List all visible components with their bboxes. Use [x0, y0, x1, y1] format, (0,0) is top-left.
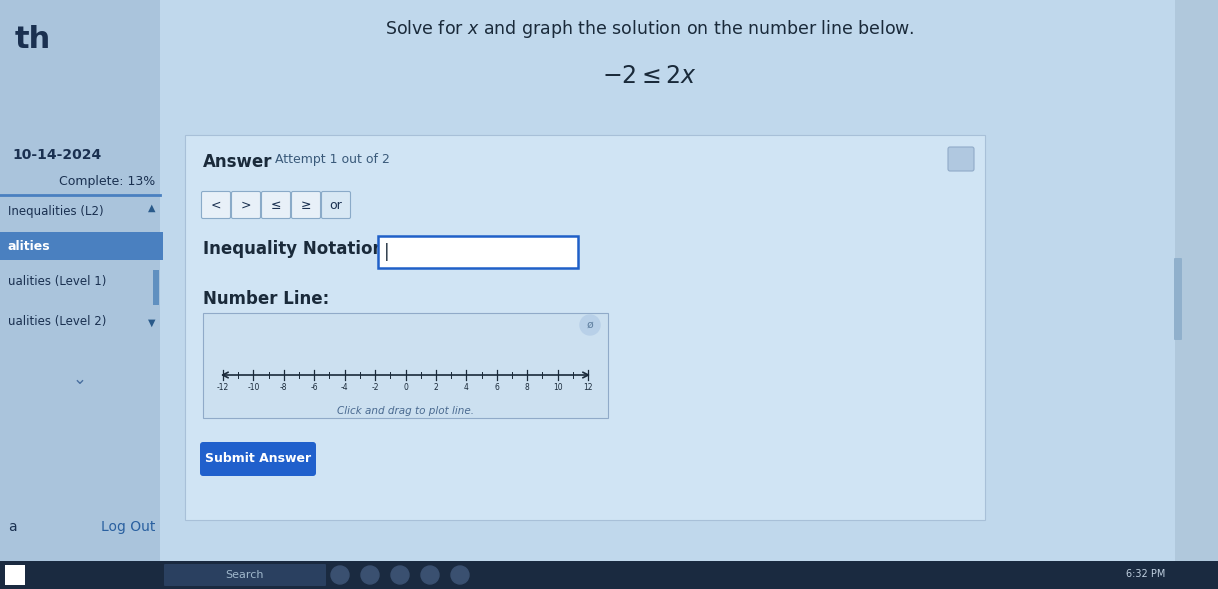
- Text: Solve for $x$ and graph the solution on the number line below.: Solve for $x$ and graph the solution on …: [385, 18, 915, 40]
- Text: Answer: Answer: [203, 153, 273, 171]
- Text: or: or: [330, 198, 342, 211]
- Text: ø: ø: [587, 320, 593, 330]
- Text: ⌄: ⌄: [73, 370, 86, 388]
- Text: 10-14-2024: 10-14-2024: [12, 148, 101, 162]
- Text: -2: -2: [371, 383, 379, 392]
- Text: 12: 12: [583, 383, 593, 392]
- Text: Log Out: Log Out: [101, 520, 155, 534]
- Text: Click and drag to plot line.: Click and drag to plot line.: [337, 406, 474, 416]
- Text: 10: 10: [553, 383, 563, 392]
- Text: 6:32 PM: 6:32 PM: [1125, 569, 1164, 579]
- Text: 6: 6: [495, 383, 499, 392]
- FancyBboxPatch shape: [378, 236, 579, 268]
- Text: th: th: [15, 25, 51, 54]
- Circle shape: [421, 566, 438, 584]
- FancyBboxPatch shape: [201, 191, 230, 219]
- FancyBboxPatch shape: [200, 442, 315, 476]
- Text: a: a: [9, 520, 17, 534]
- FancyBboxPatch shape: [1175, 0, 1218, 589]
- Text: -8: -8: [280, 383, 287, 392]
- FancyBboxPatch shape: [262, 191, 291, 219]
- Text: alities: alities: [9, 240, 51, 253]
- Text: ≥: ≥: [301, 198, 312, 211]
- Text: >: >: [241, 198, 251, 211]
- FancyBboxPatch shape: [0, 0, 160, 589]
- Text: ualities (Level 2): ualities (Level 2): [9, 315, 106, 327]
- FancyBboxPatch shape: [0, 232, 163, 260]
- Text: ualities (Level 1): ualities (Level 1): [9, 274, 106, 287]
- FancyBboxPatch shape: [153, 270, 160, 305]
- Text: Inequality Notation:: Inequality Notation:: [203, 240, 391, 258]
- FancyBboxPatch shape: [160, 0, 1175, 589]
- Text: Search: Search: [225, 570, 264, 580]
- Text: -6: -6: [311, 383, 318, 392]
- FancyBboxPatch shape: [231, 191, 261, 219]
- Text: Number Line:: Number Line:: [203, 290, 329, 308]
- Text: 8: 8: [525, 383, 530, 392]
- FancyBboxPatch shape: [203, 313, 608, 418]
- Text: Submit Answer: Submit Answer: [205, 452, 311, 465]
- Text: 4: 4: [464, 383, 469, 392]
- FancyBboxPatch shape: [164, 564, 326, 586]
- FancyBboxPatch shape: [948, 147, 974, 171]
- FancyBboxPatch shape: [5, 565, 26, 585]
- Text: 2: 2: [434, 383, 438, 392]
- Text: -12: -12: [217, 383, 229, 392]
- Text: ≤: ≤: [270, 198, 281, 211]
- Text: <: <: [211, 198, 222, 211]
- FancyBboxPatch shape: [185, 135, 985, 520]
- Text: Inequalities (L2): Inequalities (L2): [9, 204, 104, 217]
- Text: $-2 \leq 2x$: $-2 \leq 2x$: [603, 65, 698, 88]
- Text: 0: 0: [403, 383, 408, 392]
- Circle shape: [361, 566, 379, 584]
- Circle shape: [451, 566, 469, 584]
- Text: |: |: [384, 243, 390, 261]
- Text: ▼: ▼: [149, 318, 156, 328]
- FancyBboxPatch shape: [322, 191, 351, 219]
- Circle shape: [391, 566, 409, 584]
- Text: -10: -10: [247, 383, 259, 392]
- FancyBboxPatch shape: [0, 561, 1218, 589]
- Text: Complete: 13%: Complete: 13%: [58, 175, 155, 188]
- Circle shape: [580, 315, 600, 335]
- Text: ▲: ▲: [149, 203, 156, 213]
- Circle shape: [331, 566, 350, 584]
- FancyBboxPatch shape: [291, 191, 320, 219]
- FancyBboxPatch shape: [1174, 258, 1181, 340]
- Text: Attempt 1 out of 2: Attempt 1 out of 2: [275, 153, 390, 166]
- Text: -4: -4: [341, 383, 348, 392]
